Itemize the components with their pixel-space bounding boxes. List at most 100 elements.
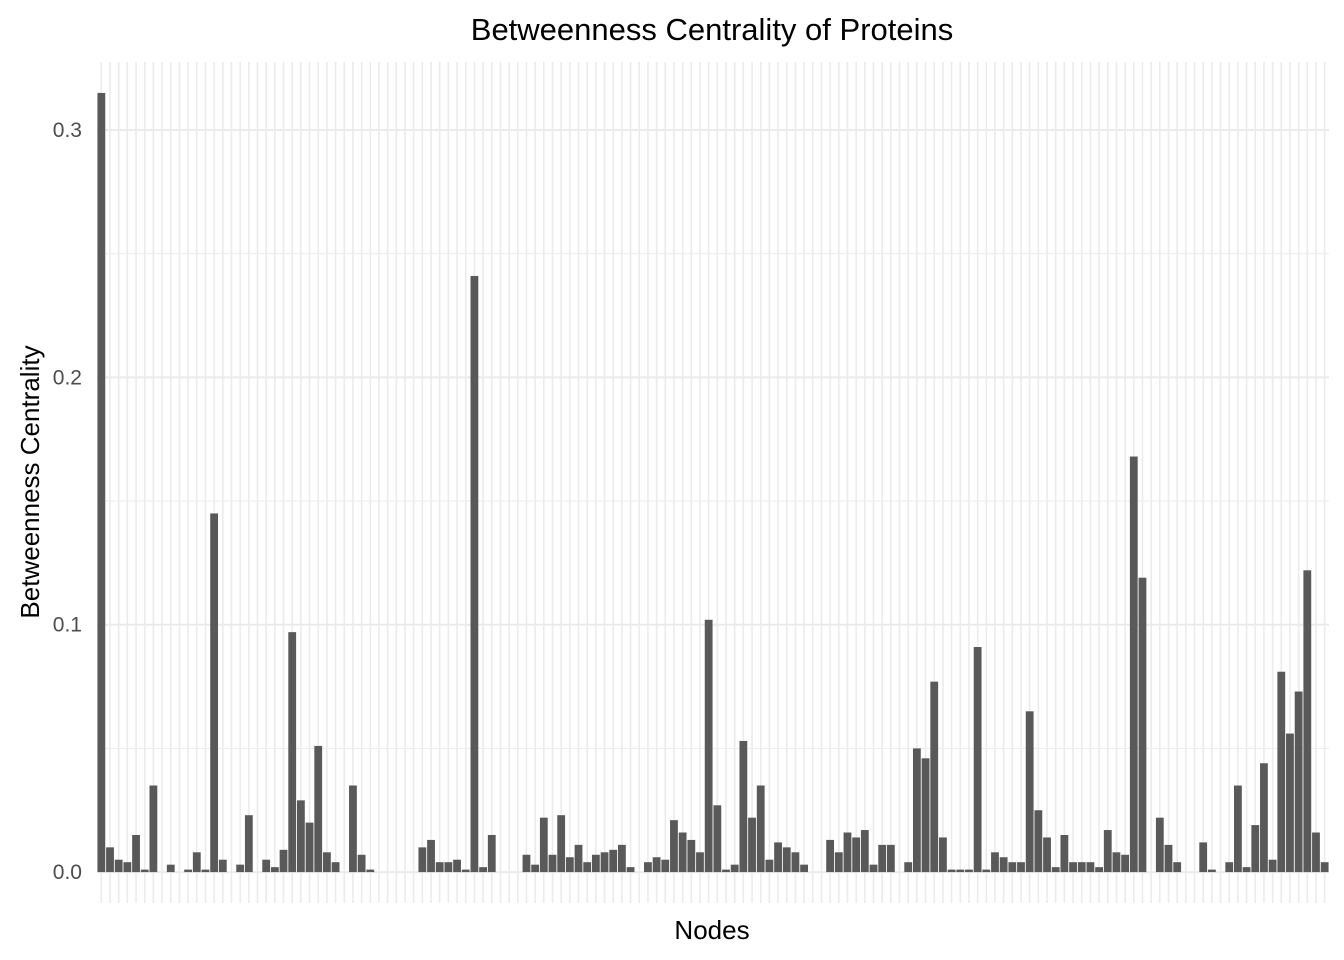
bar	[1121, 854, 1130, 873]
y-axis-title: Betweenness Centrality	[15, 345, 45, 618]
bar	[1060, 834, 1069, 873]
bar	[852, 837, 861, 873]
bar	[349, 785, 357, 873]
bar	[270, 867, 279, 873]
bar	[218, 859, 227, 873]
y-tick-label: 0.0	[53, 861, 82, 884]
bar	[132, 834, 140, 873]
bar	[1277, 671, 1286, 873]
bar	[939, 837, 947, 873]
bar-layer	[97, 92, 1329, 873]
axis-layer: 0.0 0.1 0.2 0.3	[53, 119, 82, 884]
bar	[470, 275, 479, 873]
bar	[999, 857, 1008, 873]
bar	[1008, 862, 1017, 873]
bar	[791, 852, 800, 873]
bar	[687, 839, 696, 873]
bar	[435, 862, 444, 873]
bar	[1233, 785, 1242, 873]
bar	[713, 805, 722, 873]
bar	[670, 820, 678, 873]
bar	[1320, 862, 1329, 873]
bar	[991, 852, 999, 873]
x-axis-title: Nodes	[674, 915, 749, 945]
bar	[97, 92, 106, 873]
bar	[1034, 810, 1043, 873]
bar	[661, 859, 670, 873]
bar	[782, 847, 791, 873]
bar	[1138, 577, 1147, 873]
bar	[531, 864, 540, 873]
bar	[1103, 830, 1112, 873]
bar	[461, 869, 470, 873]
bar	[1268, 859, 1277, 873]
bar	[1303, 570, 1312, 873]
bar	[123, 862, 132, 873]
bar	[279, 849, 288, 873]
bar	[331, 862, 340, 873]
bar	[878, 844, 887, 873]
bar	[548, 854, 557, 873]
chart-title: Betweenness Centrality of Proteins	[471, 12, 953, 47]
bar	[965, 869, 973, 873]
bar	[106, 847, 114, 873]
y-tick-label: 0.1	[53, 614, 82, 637]
bar	[921, 758, 930, 873]
bar	[296, 800, 305, 873]
bar	[696, 852, 704, 873]
bar	[166, 864, 175, 873]
bar	[201, 869, 210, 873]
bar	[184, 869, 193, 873]
bar	[1260, 763, 1268, 873]
bar	[600, 852, 609, 873]
bar	[236, 864, 245, 873]
bar	[617, 844, 626, 873]
bar	[1025, 711, 1034, 873]
bar	[418, 847, 427, 873]
bar	[444, 862, 453, 873]
bar	[869, 864, 878, 873]
bar	[1207, 869, 1216, 873]
bar	[1225, 862, 1234, 873]
bar	[114, 859, 123, 873]
bar	[192, 852, 201, 873]
bar	[288, 632, 297, 873]
bar	[1286, 733, 1294, 873]
bar	[774, 842, 782, 873]
bar	[1077, 862, 1086, 873]
bar	[956, 869, 965, 873]
bar	[479, 867, 487, 873]
bar	[644, 862, 652, 873]
bar	[800, 864, 809, 873]
bar	[583, 862, 592, 873]
bar	[843, 832, 852, 873]
bar	[210, 513, 219, 873]
bar	[1095, 867, 1103, 873]
bar	[574, 844, 583, 873]
bar	[1017, 862, 1025, 873]
bar	[244, 815, 253, 873]
bar	[982, 869, 991, 873]
bar	[487, 834, 496, 873]
bar	[1251, 825, 1260, 873]
bar	[704, 619, 713, 873]
bar	[912, 748, 921, 873]
bar	[557, 815, 566, 873]
y-tick-label: 0.3	[53, 119, 82, 142]
bar	[522, 854, 531, 873]
bar	[1199, 842, 1208, 873]
bar	[366, 869, 375, 873]
bar	[427, 839, 435, 873]
bar	[609, 849, 618, 873]
bar	[357, 854, 366, 873]
bar	[886, 844, 895, 873]
bar	[826, 839, 835, 873]
bar	[1129, 456, 1138, 873]
bar	[904, 862, 913, 873]
grid-layer	[97, 62, 1329, 903]
bar	[1043, 837, 1051, 873]
bar	[1112, 852, 1121, 873]
bar	[626, 867, 635, 873]
